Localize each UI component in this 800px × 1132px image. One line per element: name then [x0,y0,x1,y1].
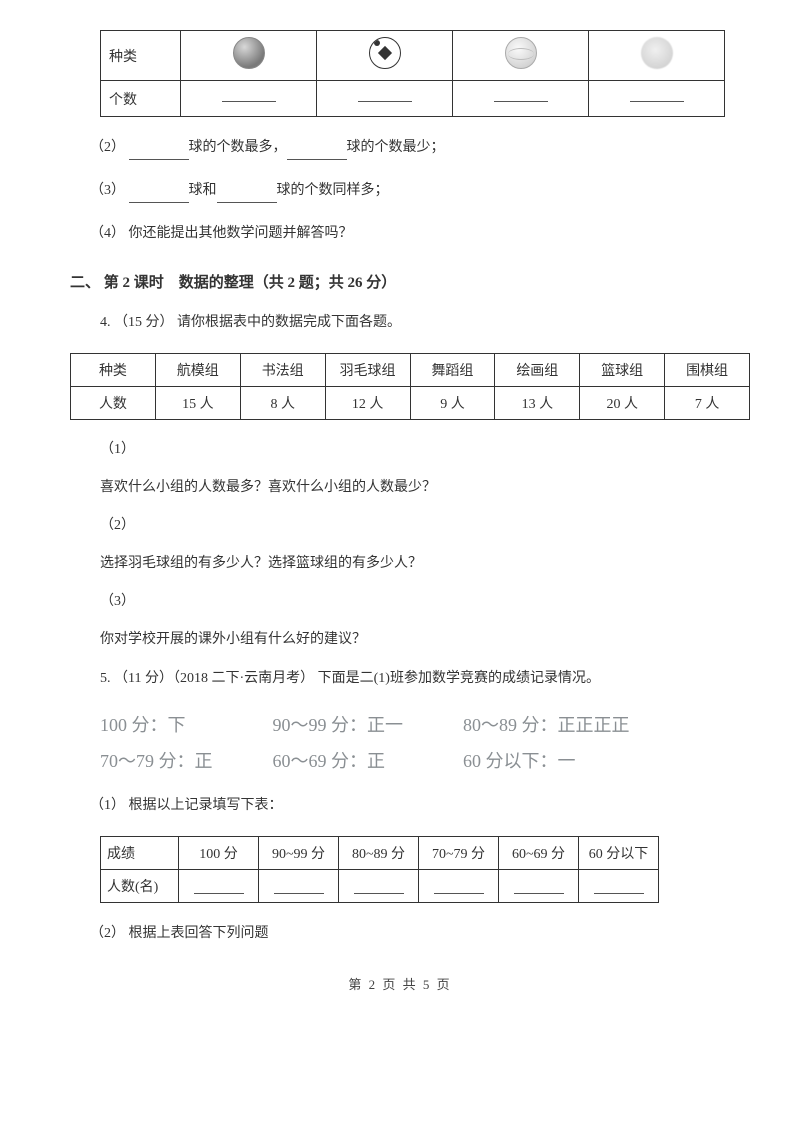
t2-h4: 舞蹈组 [410,353,495,386]
section-2-heading: 二、 第 2 课时 数据的整理（共 2 题；共 26 分） [70,271,740,292]
basketball-icon [233,37,265,69]
sub-1n: （1） [100,438,740,458]
t3-c3: 70~79 分 [419,837,499,870]
volleyball-icon [505,37,537,69]
q3-t1: 球和 [189,183,217,198]
t3-b0 [179,870,259,903]
q2-t2: 球的个数最少； [347,140,445,155]
t2-h2: 书法组 [240,353,325,386]
q4-text: 你还能提出其他数学问题并解答吗？ [129,226,353,241]
ball-cell-3 [453,31,589,81]
q4-num: （4） [90,226,125,241]
tally-a2: 70～79 分：正 [100,747,213,773]
q5-sub1: （1） 根据以上记录填写下表： [90,793,740,818]
t1-row2-label: 个数 [101,81,181,117]
t3-b3 [419,870,499,903]
tally-b2: 60～69 分：正 [273,747,404,773]
t2-h5: 绘画组 [495,353,580,386]
tally-a1: 100 分：下 [100,711,213,737]
q3-num: （3） [90,183,125,198]
balls-table: 种类 个数 [100,30,725,117]
t2-h7: 围棋组 [665,353,750,386]
t2-v4: 13 人 [495,386,580,419]
sub-2n: （2） [100,514,740,534]
t1-row1-label: 种类 [101,31,181,81]
t3-c0: 100 分 [179,837,259,870]
groups-table: 种类 航模组 书法组 羽毛球组 舞蹈组 绘画组 篮球组 围棋组 人数 15 人 … [70,353,750,420]
t3-b5 [579,870,659,903]
t3-r1: 成绩 [101,837,179,870]
t2-header-row: 种类 航模组 书法组 羽毛球组 舞蹈组 绘画组 篮球组 围棋组 [71,353,750,386]
t1-blank-3 [453,81,589,117]
t3-r2: 人数(名) [101,870,179,903]
soccer-ball-icon [369,37,401,69]
sub-2t: 选择羽毛球组的有多少人？选择篮球组的有多少人？ [100,552,740,572]
q5-sub2: （2） 根据上表回答下列问题 [90,921,740,946]
t2-v5: 20 人 [580,386,665,419]
t3-b1 [259,870,339,903]
t1-blank-4 [589,81,725,117]
question-4: （4） 你还能提出其他数学问题并解答吗？ [90,221,740,246]
q3-blank-1 [129,189,189,203]
t3-c2: 80~89 分 [339,837,419,870]
tally-records: 100 分：下 70～79 分：正 90～99 分：正一 60～69 分：正 8… [100,711,740,773]
white-ball-icon [641,37,673,69]
ball-cell-1 [181,31,317,81]
question-5h: 5. （11 分）（2018 二下·云南月考） 下面是二(1)班参加数学竞赛的成… [100,666,740,691]
q2-blank-1 [129,146,189,160]
q2-num: （2） [90,140,125,155]
t2-h6: 篮球组 [580,353,665,386]
t1-blank-2 [317,81,453,117]
q3-t2: 球的个数同样多； [277,183,389,198]
ball-cell-4 [589,31,725,81]
t2-h0: 种类 [71,353,156,386]
t3-c5: 60 分以下 [579,837,659,870]
score-table: 成绩 100 分 90~99 分 80~89 分 70~79 分 60~69 分… [100,836,659,903]
t2-v2: 12 人 [325,386,410,419]
sub-3t: 你对学校开展的课外小组有什么好的建议？ [100,628,740,648]
page-footer: 第 2 页 共 5 页 [60,974,740,993]
t2-v0: 15 人 [155,386,240,419]
t2-h3: 羽毛球组 [325,353,410,386]
q2-blank-2 [287,146,347,160]
sub-1t: 喜欢什么小组的人数最多？喜欢什么小组的人数最少？ [100,476,740,496]
tally-c1: 80～89 分：正正正正 [463,711,630,737]
t3-b4 [499,870,579,903]
q2-t1: 球的个数最多， [189,140,287,155]
t2-v6: 7 人 [665,386,750,419]
t2-h1: 航模组 [155,353,240,386]
t3-c4: 60~69 分 [499,837,579,870]
tally-b1: 90～99 分：正一 [273,711,404,737]
question-4h: 4. （15 分） 请你根据表中的数据完成下面各题。 [100,310,740,335]
t2-v3: 9 人 [410,386,495,419]
question-2: （2） 球的个数最多， 球的个数最少； [90,135,740,160]
t3-b2 [339,870,419,903]
t2-data-row: 人数 15 人 8 人 12 人 9 人 13 人 20 人 7 人 [71,386,750,419]
q3-blank-2 [217,189,277,203]
t3-c1: 90~99 分 [259,837,339,870]
tally-c2: 60 分以下：一 [463,747,630,773]
t2-v1: 8 人 [240,386,325,419]
sub-3n: （3） [100,590,740,610]
t2-label: 人数 [71,386,156,419]
question-3: （3） 球和 球的个数同样多； [90,178,740,203]
ball-cell-2 [317,31,453,81]
t1-blank-1 [181,81,317,117]
